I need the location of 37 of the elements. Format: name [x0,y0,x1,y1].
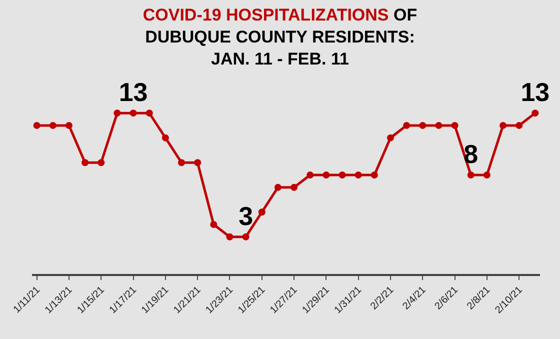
point [146,110,153,117]
point [516,122,523,129]
point [82,159,89,166]
point [403,122,410,129]
point [98,159,105,166]
point [354,171,362,178]
point [338,171,346,178]
point [435,122,442,129]
point [258,208,266,216]
data-label: 8 [464,139,478,170]
point [194,159,202,166]
data-label: 13 [118,77,148,108]
point [114,110,121,117]
point [226,233,234,240]
data-label: 3 [238,200,254,231]
point [65,122,72,129]
data-label: 13 [520,77,550,108]
point [322,171,330,178]
point [242,233,250,240]
point [130,110,137,117]
point [451,122,458,129]
point [386,134,394,142]
point [467,171,474,178]
point [306,171,314,178]
point [274,184,282,191]
point [290,184,298,191]
point [483,171,490,178]
point [419,122,426,129]
point [33,122,40,129]
chart-title: COVID-19 HOSPITALIZATIONS OF DUBUQUE COUNTY RESIDENTS: JAN. 11 - FEB. 11 [142,5,418,69]
point [178,159,186,166]
point [370,171,378,178]
point [500,122,507,129]
point [162,134,169,142]
point [532,110,539,117]
point [210,220,218,228]
point [49,122,56,129]
